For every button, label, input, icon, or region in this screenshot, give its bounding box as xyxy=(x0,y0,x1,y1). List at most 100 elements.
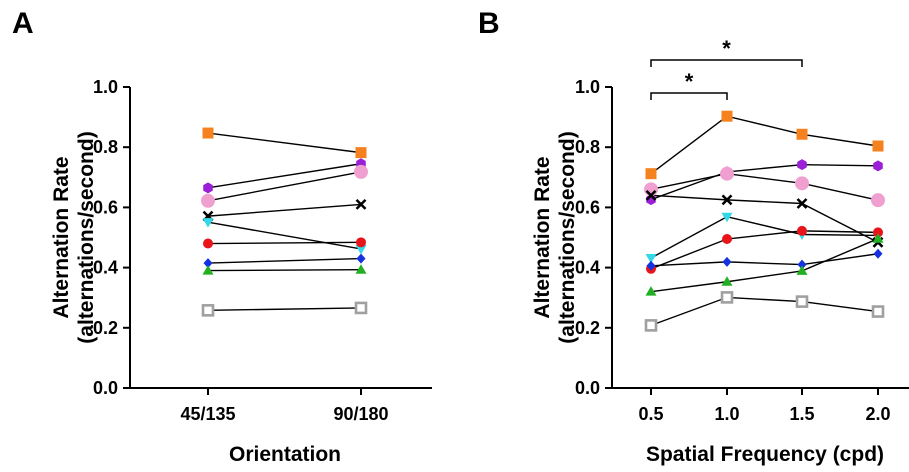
panel-a-series-line-circle-small xyxy=(207,241,362,245)
panel-b-series-line-hexagon xyxy=(650,163,879,201)
panel-b-x-tick-label: 1.5 xyxy=(789,404,814,424)
panel-a-point-circle-small xyxy=(356,237,366,248)
panel-a-axes: 0.0 0.2 0.4 0.6 0.8 1.0 45/135 90/180 xyxy=(93,77,432,424)
panel-a-series-lines xyxy=(207,132,362,312)
panel-a-point-triangle-down xyxy=(355,244,367,255)
panel-b-point-square xyxy=(645,168,657,180)
panel-b-point-x xyxy=(645,189,657,201)
panel-b-point-circle-small xyxy=(722,234,732,245)
panel-b-series-line-diamond xyxy=(650,253,879,267)
panel-a-y-axis-title-line: (alternations/second) xyxy=(75,131,98,343)
panel-a-point-hexagon xyxy=(203,182,213,194)
panel-b-point-square-open xyxy=(795,295,809,308)
panel-a-y-tick-label: 0.4 xyxy=(93,258,118,278)
panel-b-y-axis-title-line: Alternation Rate xyxy=(531,156,554,318)
panel-a-series-line-circle xyxy=(207,171,362,202)
panel-a-y-tick-label: 0.0 xyxy=(93,378,118,398)
panel-b: B Alternation Rate (alternations/second) … xyxy=(478,7,909,466)
panel-b-point-diamond xyxy=(797,259,807,270)
panel-b-point-square-open xyxy=(871,305,885,318)
panel-b-point-square xyxy=(872,140,884,152)
panel-b-point-triangle-up xyxy=(872,233,884,243)
panel-a: A Alternation Rate (alternations/second) … xyxy=(12,7,432,466)
panel-b-point-circle xyxy=(795,176,809,191)
panel-b-series-lines xyxy=(650,115,879,327)
panel-b-point-square xyxy=(721,110,733,122)
panel-b-point-x xyxy=(796,198,808,209)
panel-a-point-triangle-up xyxy=(355,264,367,274)
panel-a-x-tick-label: 90/180 xyxy=(333,404,388,424)
panel-a-point-diamond xyxy=(356,253,366,264)
panel-a-y-axis-title-line: Alternation Rate xyxy=(50,156,73,318)
panel-a-letter: A xyxy=(12,7,34,40)
panel-b-point-hexagon xyxy=(797,159,807,171)
panel-b-series-line-x xyxy=(650,194,879,243)
panel-b-significance-star: * xyxy=(685,69,694,94)
panel-b-y-tick-label: 0.8 xyxy=(575,137,600,157)
panel-a-x-axis-title: Orientation xyxy=(229,443,341,466)
panel-a-point-circle-small xyxy=(203,238,213,249)
panel-b-y-tick-label: 0.4 xyxy=(575,258,600,278)
panel-a-markers xyxy=(201,127,368,317)
panel-b-point-triangle-up xyxy=(721,276,733,286)
panel-a-point-square-open xyxy=(201,304,215,317)
panel-b-point-triangle-down xyxy=(645,253,657,264)
panel-b-series-line-circle xyxy=(650,172,879,201)
panel-b-significance-brackets: ** xyxy=(650,36,803,100)
panel-b-point-diamond xyxy=(873,248,883,259)
panel-b-y-tick-label: 0.0 xyxy=(575,378,600,398)
panel-b-point-triangle-up xyxy=(796,265,808,275)
panel-a-point-circle xyxy=(354,164,368,179)
panel-b-series-line-triangle-down xyxy=(650,215,879,259)
panel-a-y-tick-label: 0.8 xyxy=(93,137,118,157)
panel-b-x-tick-label: 0.5 xyxy=(638,404,663,424)
panel-b-significance-star: * xyxy=(722,36,731,61)
panel-b-point-square-open xyxy=(644,319,658,332)
panel-a-point-square xyxy=(202,127,214,139)
panel-b-axes: 0.0 0.2 0.4 0.6 0.8 1.0 0.5 1.0 1.5 2.0 xyxy=(575,77,909,424)
panel-b-point-hexagon xyxy=(873,160,883,172)
panel-a-y-axis-title: Alternation Rate (alternations/second) xyxy=(50,131,98,343)
panel-b-y-axis-title-line: (alternations/second) xyxy=(556,131,579,343)
panel-b-letter: B xyxy=(478,7,500,40)
panel-b-point-triangle-up xyxy=(645,286,657,296)
panel-a-series-line-triangle-up xyxy=(207,269,362,272)
panel-b-y-tick-label: 0.6 xyxy=(575,197,600,217)
panel-a-point-triangle-down xyxy=(202,218,214,228)
panel-b-point-x xyxy=(721,194,733,206)
panel-b-point-circle-small xyxy=(873,227,883,238)
panel-a-y-tick-label: 0.6 xyxy=(93,197,118,217)
panel-a-x-tick-label: 45/135 xyxy=(180,404,235,424)
panel-b-x-tick-label: 1.0 xyxy=(714,404,739,424)
panel-a-point-x xyxy=(355,198,367,210)
panel-b-y-tick-label: 1.0 xyxy=(575,77,600,97)
panel-b-significance-bracket: * xyxy=(650,69,728,100)
panel-b-series-line-square xyxy=(650,115,879,175)
panel-a-point-square-open xyxy=(354,301,368,315)
panel-a-point-diamond xyxy=(203,258,213,269)
panel-b-significance-bracket: * xyxy=(650,36,803,67)
panel-b-point-diamond xyxy=(722,256,732,267)
panel-b-point-square xyxy=(796,128,808,140)
panel-b-point-circle xyxy=(871,193,885,208)
panel-a-y-tick-label: 1.0 xyxy=(93,77,118,97)
panel-b-point-circle xyxy=(720,166,734,181)
panel-a-series-line-x xyxy=(207,203,362,217)
panel-b-point-diamond xyxy=(646,260,656,271)
panel-a-series-line-hexagon xyxy=(207,163,362,189)
panel-a-point-triangle-up xyxy=(202,265,214,275)
panel-b-series-line-triangle-up xyxy=(650,238,879,293)
panel-a-point-square xyxy=(355,147,367,159)
panel-a-series-line-square-open xyxy=(207,307,362,312)
panel-b-point-circle-small xyxy=(797,225,807,236)
panel-a-point-circle xyxy=(201,193,215,208)
panel-b-point-square-open xyxy=(720,291,734,304)
panel-a-series-line-diamond xyxy=(207,257,362,264)
panel-b-x-axis-title: Spatial Frequency (cpd) xyxy=(646,443,884,466)
panel-b-x-tick-label: 2.0 xyxy=(865,404,890,424)
panel-b-y-tick-label: 0.2 xyxy=(575,318,600,338)
panel-b-y-axis-title: Alternation Rate (alternations/second) xyxy=(531,131,579,343)
panel-b-series-line-square-open xyxy=(650,296,879,327)
panel-b-point-triangle-down xyxy=(721,212,733,223)
